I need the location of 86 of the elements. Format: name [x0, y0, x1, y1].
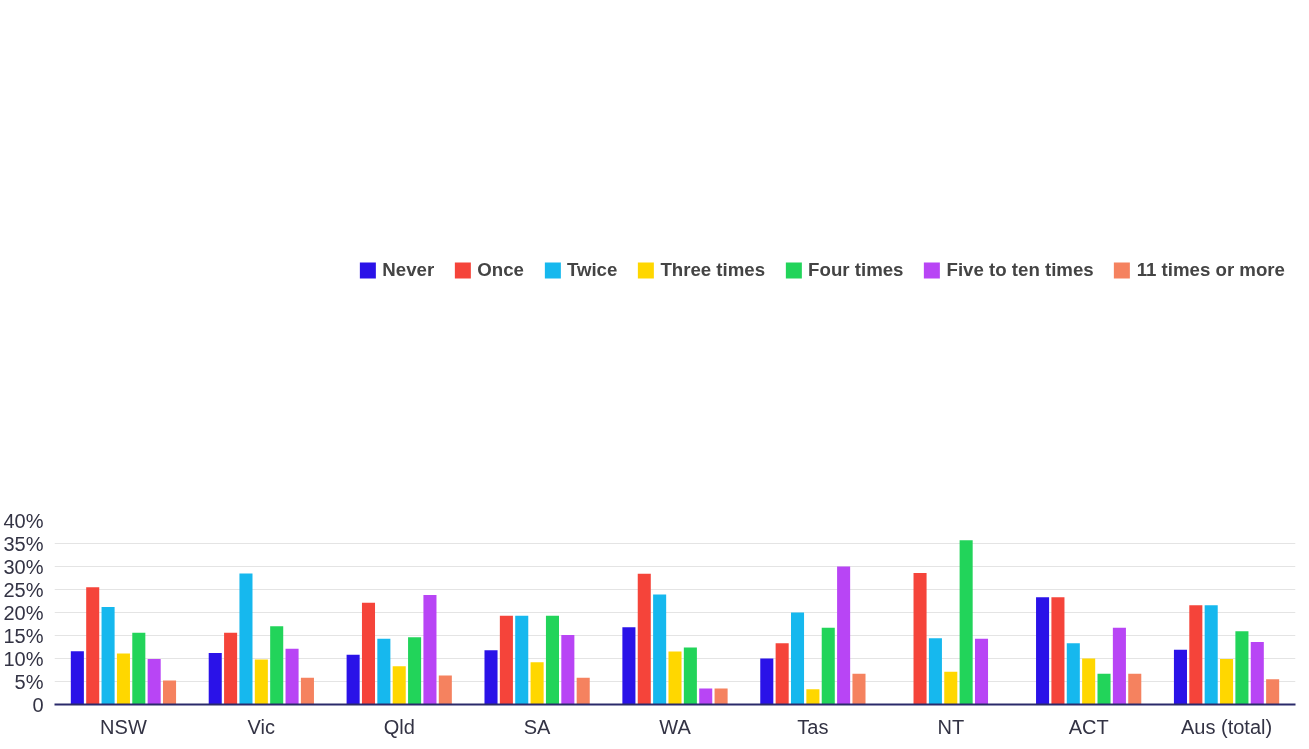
- bar: [699, 688, 713, 705]
- bar: [484, 650, 498, 705]
- bar: [1204, 605, 1218, 705]
- x-tick-label: ACT: [1068, 715, 1109, 738]
- bar: [561, 635, 575, 705]
- bar: [683, 647, 697, 705]
- bar: [1189, 605, 1203, 705]
- bar: [101, 606, 115, 705]
- bar: [1266, 679, 1280, 705]
- legend-label: Never: [382, 259, 435, 281]
- bar: [1235, 631, 1249, 705]
- bar: [224, 632, 238, 705]
- bar: [346, 654, 360, 705]
- bar: [637, 573, 651, 705]
- bar: [270, 626, 284, 705]
- bar: [377, 638, 391, 705]
- bar: [361, 602, 376, 705]
- bar: [530, 662, 544, 705]
- bar: [499, 615, 513, 705]
- bar: [1036, 597, 1050, 705]
- bar: [392, 666, 406, 705]
- bar: [668, 651, 682, 705]
- y-tick-label: 25%: [3, 578, 44, 601]
- x-tick-label: Vic: [247, 715, 276, 738]
- bar: [944, 671, 958, 705]
- bar: [1173, 649, 1187, 705]
- y-tick-label: 30%: [3, 555, 44, 578]
- bar: [928, 638, 942, 705]
- bar: [852, 673, 866, 705]
- bar: [70, 651, 84, 705]
- y-tick-label: 0: [32, 693, 44, 716]
- bar: [790, 612, 805, 705]
- bar: [1220, 658, 1234, 705]
- legend-label: Once: [477, 259, 524, 281]
- y-tick-label: 10%: [3, 647, 44, 670]
- x-tick-label: SA: [523, 715, 552, 738]
- legend-label: 11 times or more: [1136, 259, 1285, 281]
- bar: [775, 643, 789, 705]
- x-tick-label: Aus (total): [1180, 715, 1273, 738]
- bar: [974, 638, 989, 705]
- bar: [116, 653, 130, 705]
- bar: [515, 615, 529, 705]
- bar: [837, 566, 851, 705]
- bar: [423, 595, 437, 705]
- bar: [622, 627, 636, 705]
- legend-label: Four times: [808, 259, 904, 281]
- legend-label: Three times: [660, 259, 766, 281]
- bar: [913, 572, 927, 705]
- bar: [438, 675, 452, 705]
- bar: [1082, 658, 1096, 705]
- y-tick-label: 15%: [3, 624, 44, 647]
- legend-label: Twice: [566, 259, 618, 281]
- bar: [1128, 673, 1142, 705]
- bar: [576, 677, 590, 705]
- bar: [300, 677, 314, 705]
- bar: [239, 573, 253, 705]
- bar: [806, 689, 820, 705]
- legend-label: Five to ten times: [946, 259, 1094, 281]
- y-tick-label: 20%: [3, 601, 44, 624]
- bar: [285, 648, 299, 705]
- bar: [1051, 597, 1065, 705]
- y-tick-label: 5%: [14, 670, 44, 693]
- y-tick-label: 40%: [3, 509, 44, 532]
- x-tick-label: NSW: [100, 715, 147, 738]
- bar: [1250, 641, 1264, 705]
- bar: [821, 627, 835, 705]
- bar: [408, 637, 422, 705]
- y-tick-label: 35%: [3, 532, 44, 555]
- bar: [86, 587, 100, 705]
- bar: [208, 652, 222, 705]
- bar: [147, 658, 161, 705]
- bar: [545, 615, 560, 705]
- x-tick-label: NT: [937, 715, 965, 738]
- x-tick-label: WA: [659, 715, 692, 738]
- bar: [1066, 643, 1080, 705]
- x-tick-label: Tas: [797, 715, 829, 738]
- bar: [1097, 673, 1111, 705]
- bar: [132, 632, 146, 705]
- bar: [254, 659, 268, 705]
- bar: [1112, 627, 1126, 705]
- bar: [163, 680, 177, 705]
- bar: [959, 540, 973, 705]
- bar: [714, 688, 728, 705]
- x-tick-label: Qld: [383, 715, 415, 738]
- bar: [760, 658, 774, 705]
- bar: [653, 594, 667, 705]
